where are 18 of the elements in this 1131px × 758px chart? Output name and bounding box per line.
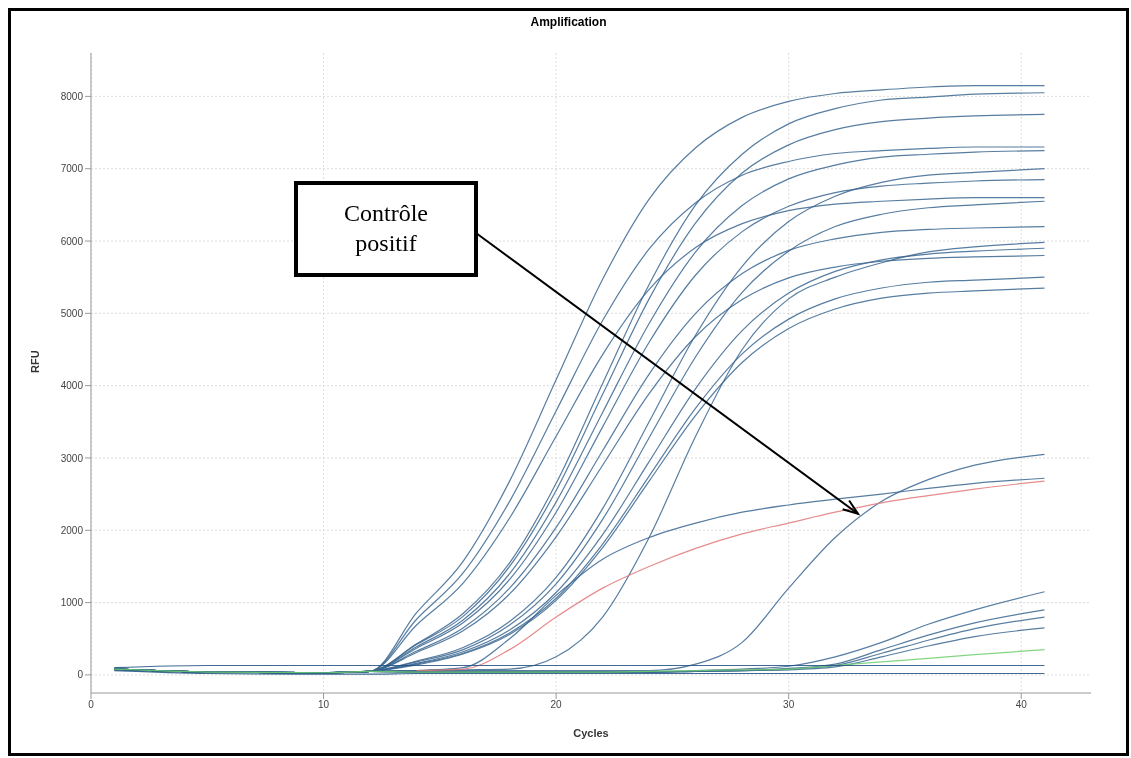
x-tick-label: 10 [318,699,330,711]
x-tick-label: 30 [783,699,795,711]
y-tick-label: 1000 [60,597,84,609]
y-axis-title: RFU [28,350,41,373]
x-tick-label: 0 [88,699,95,711]
chart-title: Amplification [529,14,608,31]
y-tick-label: 3000 [60,452,84,464]
x-tick-label: 20 [550,699,563,711]
annotation: Contrôle positif [344,200,428,256]
y-tick-label: 7000 [60,163,84,175]
x-tick-label: 40 [1015,699,1028,711]
y-tick-label: 5000 [60,307,84,319]
y-tick-label: 6000 [60,235,84,247]
y-tick-label: 8000 [60,90,84,102]
y-tick-label: 2000 [60,524,84,536]
y-tick-label: 4000 [60,380,84,392]
y-tick-label: 0 [77,669,84,681]
x-axis-title: Cycles [573,727,609,739]
